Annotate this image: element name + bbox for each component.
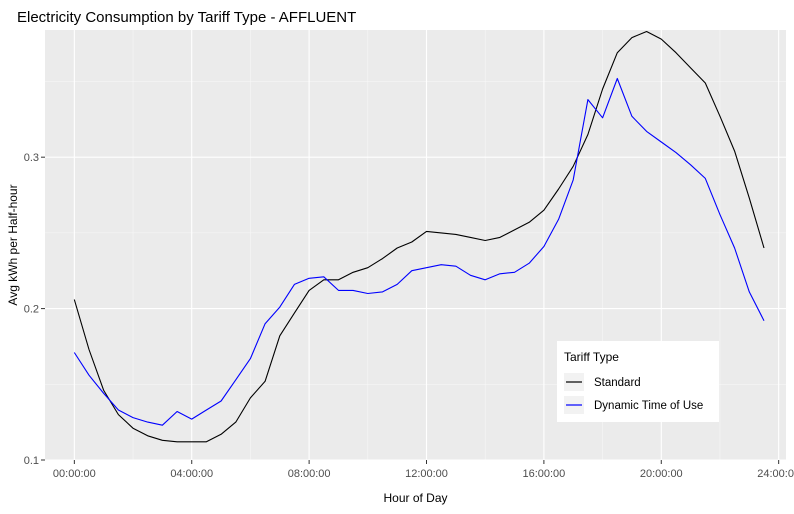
legend-label-dynamic-time-of-use: Dynamic Time of Use bbox=[594, 400, 703, 412]
series-line-dynamic-time-of-use bbox=[73, 77, 765, 426]
y-tick-label: 0.2 bbox=[24, 304, 39, 316]
y-tick-label: 0.3 bbox=[24, 152, 39, 164]
x-axis-title: Hour of Day bbox=[383, 491, 447, 505]
x-tick-label: 08:00:00 bbox=[288, 468, 331, 480]
series-line-standard bbox=[73, 30, 765, 443]
x-tick-label: 24:00:00 bbox=[757, 468, 794, 480]
x-tick-label: 20:00:00 bbox=[640, 468, 683, 480]
x-tick-label: 00:00:00 bbox=[53, 468, 96, 480]
y-axis-title: Avg kWh per Half-hour bbox=[6, 184, 20, 305]
x-tick-label: 04:00:00 bbox=[170, 468, 213, 480]
major-gridlines bbox=[45, 30, 786, 461]
legend-label-standard: Standard bbox=[594, 377, 641, 389]
x-axis-ticks: 00:00:00 04:00:00 08:00:00 12:00:00 16:00:00… bbox=[53, 460, 794, 480]
series-lines bbox=[73, 30, 765, 443]
x-tick-label: 12:00:00 bbox=[405, 468, 448, 480]
y-tick-label: 0.1 bbox=[24, 455, 39, 467]
chart-title: Electricity Consumption by Tariff Type -… bbox=[17, 9, 356, 26]
legend: Tariff Type Standard Dynamic Time of Use bbox=[557, 341, 719, 422]
x-tick-label: 16:00:00 bbox=[522, 468, 565, 480]
legend-title: Tariff Type bbox=[564, 350, 619, 364]
y-axis-ticks: 0.1 0.2 0.3 bbox=[24, 152, 45, 467]
